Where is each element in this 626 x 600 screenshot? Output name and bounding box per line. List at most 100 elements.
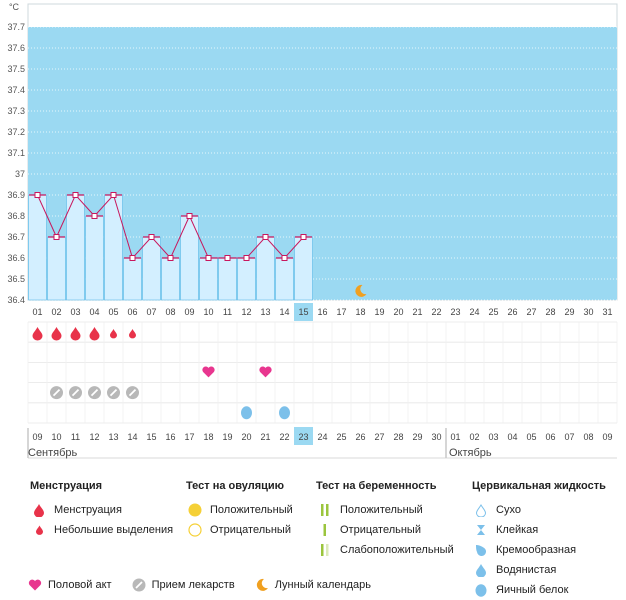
menstruation-drop [110, 328, 117, 339]
temperature-bar [180, 215, 199, 301]
date-label: 13 [108, 432, 118, 442]
intercourse-heart [202, 366, 215, 378]
date-label: 05 [526, 432, 536, 442]
medication-pill-line [128, 388, 137, 397]
pregnancy-negative-icon [316, 524, 334, 536]
temperature-point [167, 255, 174, 261]
date-label: 25 [336, 432, 346, 442]
pregnancy-weak-icon [316, 544, 334, 556]
temperature-point [91, 213, 98, 219]
temperature-point [205, 255, 212, 261]
cycle-day-label: 07 [146, 307, 156, 317]
date-label: 01 [450, 432, 460, 442]
cycle-day-label: 11 [223, 307, 232, 317]
dry-drop-icon [472, 503, 490, 517]
legend-ovulation: Тест на овуляцию Положительный Отрицател… [186, 480, 293, 540]
month-label-october: Октябрь [449, 447, 492, 459]
intercourse-heart [259, 366, 272, 378]
legend-ovu-neg-row: Отрицательный [186, 520, 293, 540]
y-tick-label: 36.6 [7, 253, 25, 263]
temperature-point [148, 234, 155, 240]
cycle-day-label: 01 [32, 307, 42, 317]
temperature-bar [104, 194, 123, 301]
date-label: 24 [317, 432, 327, 442]
menstruation-drop [89, 327, 100, 341]
month-label-september: Сентябрь [28, 447, 78, 459]
temperature-bar [199, 257, 218, 301]
y-tick-label: 36.4 [7, 295, 25, 305]
creamy-drop-icon [472, 544, 490, 556]
cycle-day-label: 08 [165, 307, 175, 317]
blood-drop-icon [30, 503, 48, 517]
date-label: 19 [222, 432, 232, 442]
date-label: 16 [165, 432, 175, 442]
date-label: 03 [488, 432, 498, 442]
legend-creamy-label: Кремообразная [496, 544, 577, 556]
y-axis-unit: °C [9, 2, 20, 12]
legend-preg-neg-row: Отрицательный [316, 520, 454, 540]
legend-sticky-row: Клейкая [472, 520, 606, 540]
legend-intercourse: Половой акт [28, 579, 112, 591]
cycle-day-label: 19 [374, 307, 384, 317]
egg-white-icon [472, 583, 490, 597]
medication-pill-line [90, 388, 99, 397]
legend-heavy-row: Менструация [30, 500, 173, 520]
legend-pregnancy: Тест на беременность Положительный Отриц… [316, 480, 454, 560]
legend-watery-row: Водянистая [472, 560, 606, 580]
temperature-point [300, 234, 307, 240]
moon-icon [355, 284, 367, 297]
temperature-point [281, 255, 288, 261]
cycle-day-label: 28 [545, 307, 555, 317]
bottom-legend: Половой акт Прием лекарств Лунный календ… [28, 578, 391, 592]
cycle-day-label: 14 [279, 307, 289, 317]
y-tick-label: 36.9 [7, 190, 25, 200]
temperature-point [110, 192, 117, 198]
legend-preg-weak-row: Слабоположительный [316, 540, 454, 560]
legend-preg-weak-label: Слабоположительный [340, 544, 454, 556]
heart-icon [28, 579, 42, 591]
date-label: 09 [32, 432, 42, 442]
temperature-bar [85, 215, 104, 301]
cycle-day-label: 31 [602, 307, 612, 317]
legend-medication: Прием лекарств [132, 578, 235, 592]
date-label: 08 [583, 432, 593, 442]
cycle-day-label: 29 [564, 307, 574, 317]
legend-light-row: Небольшие выделения [30, 520, 173, 540]
menstruation-drop [51, 327, 62, 341]
legend-eggwhite-label: Яичный белок [496, 584, 569, 596]
cycle-day-label: 23 [450, 307, 460, 317]
cycle-day-label: 26 [507, 307, 517, 317]
cycle-day-label: 10 [203, 307, 213, 317]
legend-dry-row: Сухо [472, 500, 606, 520]
temperature-chart: °C 36.4 36.5 36.6 36.7 36.8 36.9 37 37.1 37.2 37.3… [7, 2, 618, 459]
legend-sticky-label: Клейкая [496, 524, 539, 536]
cycle-day-label: 06 [127, 307, 137, 317]
date-label: 11 [71, 432, 80, 442]
ovulation-positive-icon [186, 503, 204, 517]
temperature-point [34, 192, 41, 198]
y-tick-label: 37.6 [7, 43, 25, 53]
temperature-point [262, 234, 269, 240]
temperature-bar [218, 257, 237, 301]
y-tick-label: 36.5 [7, 274, 25, 284]
cycle-day-label: 25 [488, 307, 498, 317]
date-label: 30 [431, 432, 441, 442]
legend-ovulation-title: Тест на овуляцию [186, 480, 285, 492]
temperature-bar [294, 236, 313, 301]
date-label: 07 [564, 432, 574, 442]
date-label: 22 [279, 432, 289, 442]
y-tick-label: 36.8 [7, 211, 25, 221]
legend-lunar-label: Лунный календарь [274, 579, 371, 591]
moon-icon [255, 578, 269, 592]
date-label: 02 [469, 432, 479, 442]
y-tick-label: 37.5 [7, 64, 25, 74]
temperature-point [72, 192, 79, 198]
legend-cervical-title: Цервикальная жидкость [472, 480, 606, 492]
cycle-day-label: 16 [317, 307, 327, 317]
date-label: 28 [393, 432, 403, 442]
temperature-bar [28, 194, 47, 301]
date-label: 29 [412, 432, 422, 442]
temperature-bar [142, 236, 161, 301]
temperature-point [186, 213, 193, 219]
date-label: 21 [260, 432, 270, 442]
